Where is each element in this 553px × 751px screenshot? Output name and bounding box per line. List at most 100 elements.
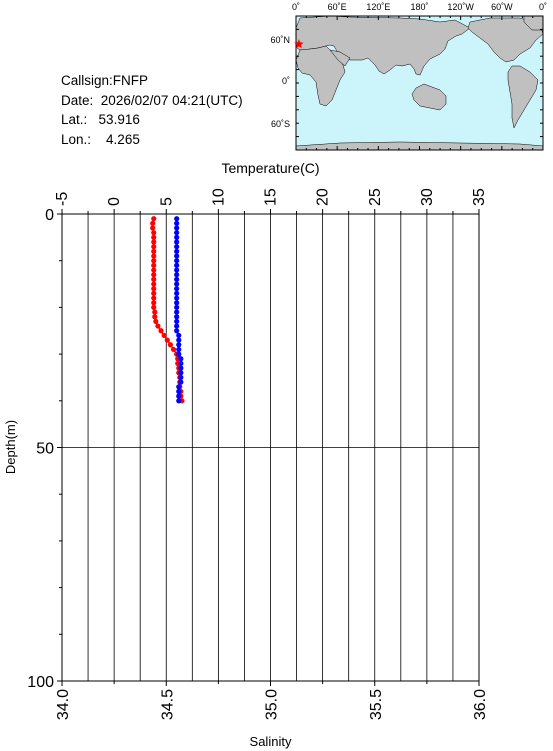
series-salinity	[174, 216, 184, 404]
map-frame-ticks	[295, 15, 544, 151]
temperature-tick-label: 25	[367, 188, 384, 206]
data-point	[174, 314, 180, 320]
data-point	[150, 220, 156, 226]
depth-tick-label: 50	[36, 441, 54, 458]
data-point	[174, 230, 180, 236]
data-point	[151, 234, 157, 240]
data-point	[174, 276, 180, 282]
map-lon-label: 120˚W	[447, 2, 474, 12]
data-point	[178, 374, 184, 381]
data-point	[151, 253, 157, 259]
data-point	[174, 234, 180, 240]
temperature-axis-label: Temperature(C)	[221, 160, 319, 176]
map-lat-label: 0˚	[282, 76, 290, 86]
map-lat-label: 60˚N	[270, 35, 290, 45]
map-latitude-labels: 60˚N 0˚ 60˚S	[270, 35, 290, 129]
data-point	[151, 239, 157, 245]
data-point	[176, 351, 182, 357]
depth-axis-label: Depth(m)	[3, 420, 18, 474]
map-lon-label: 0˚	[539, 2, 547, 12]
data-point	[174, 225, 180, 231]
land-africa	[295, 45, 346, 107]
data-point	[178, 356, 184, 362]
lat-label: Lat.:	[61, 112, 88, 128]
data-point	[151, 216, 157, 222]
lon-row: Lon.: 4.265	[61, 130, 243, 150]
data-point	[151, 262, 157, 268]
data-point	[164, 337, 170, 343]
map-lon-label: 180˚	[410, 2, 428, 12]
lon-label: Lon.:	[61, 131, 92, 147]
lat-row: Lat.: 53.916	[61, 110, 243, 130]
lat-value: 53.916	[98, 112, 140, 128]
temperature-tick-label: 30	[419, 188, 436, 206]
data-point	[174, 318, 180, 325]
data-point	[174, 272, 180, 278]
data-point	[152, 309, 158, 315]
data-point	[151, 244, 157, 250]
salinity-tick-label: 34.0	[55, 689, 72, 720]
data-point	[174, 304, 180, 310]
data-point	[174, 295, 180, 301]
depth-ticks: 0 50 100	[27, 207, 62, 691]
data-point	[174, 286, 180, 292]
temperature-tick-label: -5	[54, 192, 71, 206]
salinity-tick-label: 36.0	[472, 689, 489, 720]
data-point	[150, 225, 156, 231]
data-point	[167, 342, 174, 348]
salinity-tick-label: 35.5	[368, 689, 385, 720]
data-point	[155, 323, 161, 329]
data-point	[174, 220, 180, 226]
data-point	[176, 398, 182, 404]
data-point	[174, 239, 180, 245]
map-lon-label: 120˚E	[366, 2, 390, 12]
data-point	[178, 379, 184, 385]
data-point	[174, 281, 180, 287]
data-point	[178, 365, 184, 371]
data-point	[174, 248, 180, 254]
data-point	[174, 290, 180, 296]
data-point	[158, 328, 164, 334]
data-point	[176, 337, 182, 343]
station-marker-star	[294, 39, 304, 49]
map-lon-label: 0˚	[292, 2, 300, 12]
lon-value: 4.265	[106, 131, 140, 147]
data-point	[176, 393, 182, 399]
data-point	[174, 262, 180, 268]
temperature-tick-label: 0	[106, 197, 123, 206]
map-longitude-labels: 0˚ 60˚E 120˚E 180˚ 120˚W 60˚W 0˚	[292, 2, 547, 12]
data-point	[174, 216, 180, 222]
data-point	[176, 332, 182, 339]
data-point	[161, 332, 167, 339]
salinity-axis-label: Salinity	[250, 734, 292, 749]
data-point	[174, 328, 180, 334]
map-land	[295, 15, 544, 151]
data-point	[170, 346, 177, 353]
data-point	[176, 346, 182, 353]
data-point	[151, 248, 157, 254]
data-point	[152, 314, 158, 320]
salinity-ticks: 34.0 34.5 35.0 35.5 36.0	[55, 681, 489, 720]
data-point	[176, 342, 182, 348]
data-point	[151, 290, 157, 296]
data-point	[174, 267, 180, 273]
map-lon-label: 60˚W	[491, 2, 513, 12]
callsign-value: FNFP	[112, 73, 149, 88]
date-row: Date: 2026/02/07 04:21(UTC)	[61, 91, 243, 111]
date-value: 2026/02/07 04:21(UTC)	[100, 92, 243, 108]
depth-tick-label: 0	[45, 207, 54, 224]
data-point	[151, 258, 157, 264]
data-point	[174, 323, 180, 329]
station-info: Callsign:FNFP Date: 2026/02/07 04:21(UTC…	[61, 71, 243, 149]
land-australia	[411, 83, 447, 111]
data-point	[176, 388, 182, 395]
data-point	[151, 230, 157, 236]
data-point	[153, 318, 159, 325]
land-south-america	[507, 65, 539, 129]
land-arabia	[329, 49, 351, 67]
salinity-tick-label: 35.0	[264, 689, 281, 720]
temperature-ticks: -5 0 5 10 15 20 25 30 35	[54, 188, 488, 214]
temperature-tick-label: 15	[263, 188, 280, 206]
